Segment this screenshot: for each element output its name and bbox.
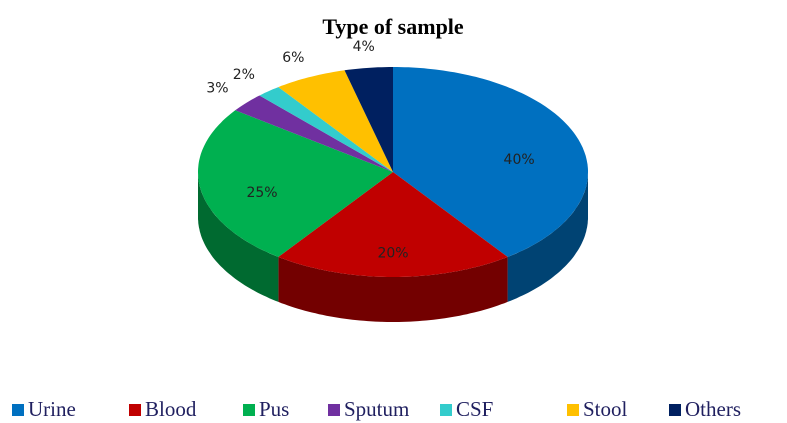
legend-swatch — [12, 404, 24, 416]
data-label: 40% — [504, 152, 535, 168]
slice — [278, 70, 393, 172]
slice — [393, 67, 588, 257]
slice-side — [507, 172, 588, 302]
data-label: 3% — [206, 81, 228, 97]
slice — [198, 110, 393, 257]
data-label: 25% — [246, 185, 277, 201]
data-label: 6% — [282, 50, 304, 66]
slice — [259, 87, 393, 172]
slice — [278, 172, 508, 277]
slice — [235, 95, 393, 172]
data-label: 20% — [377, 245, 408, 261]
legend-swatch — [440, 404, 452, 416]
slice — [344, 67, 393, 172]
data-label: 4% — [353, 39, 375, 55]
legend-label: Pus — [259, 397, 289, 421]
legend-swatch — [243, 404, 255, 416]
legend-label: Stool — [583, 397, 628, 421]
legend-label: Others — [685, 397, 741, 421]
legend-label: Sputum — [344, 397, 409, 421]
legend-label: Urine — [28, 397, 76, 421]
slice-side — [198, 172, 279, 302]
legend-label: CSF — [456, 397, 493, 421]
data-label: 2% — [233, 67, 255, 83]
legend-swatch — [129, 404, 141, 416]
legend-swatch — [669, 404, 681, 416]
chart-title: Type of sample — [322, 14, 464, 39]
legend-swatch — [567, 404, 579, 416]
legend-label: Blood — [145, 397, 197, 421]
legend-swatch — [328, 404, 340, 416]
slice-side — [278, 256, 508, 322]
